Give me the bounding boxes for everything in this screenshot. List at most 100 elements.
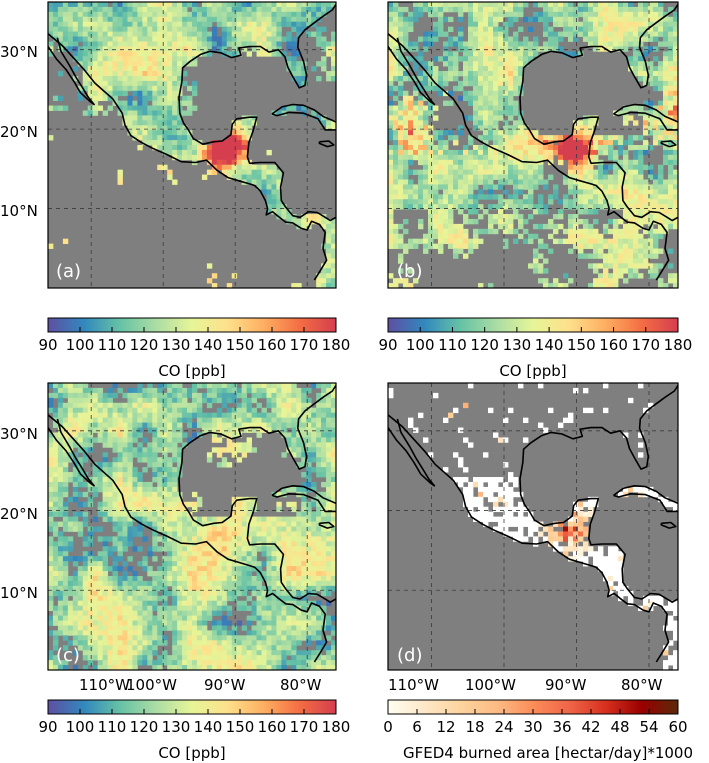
co-cell [578,6,584,13]
co-cell [256,422,262,428]
co-cell [478,105,484,111]
co-cell [137,412,143,419]
co-cell [182,21,188,28]
co-cell [192,561,198,567]
co-cell [528,51,534,57]
co-cell [231,140,238,146]
co-cell [321,546,327,552]
co-cell [468,36,474,42]
co-cell [62,452,69,458]
co-cell [157,481,163,488]
co-cell [276,397,282,404]
co-cell [508,6,514,13]
co-cell [468,194,474,200]
co-cell [296,21,302,28]
co-cell [52,2,59,8]
co-cell [92,387,99,394]
co-cell [583,243,589,249]
co-cell [623,11,629,18]
co-cell [428,218,434,225]
co-cell [137,402,143,409]
co-cell [112,80,118,87]
co-cell [306,541,312,547]
co-cell [286,392,292,399]
co-cell [331,61,336,67]
co-cell [206,11,213,18]
co-cell [538,169,544,175]
co-cell [418,115,424,121]
co-cell [428,71,434,77]
co-cell [117,402,123,409]
co-cell [296,26,302,32]
co-cell [428,174,434,180]
co-cell [122,115,128,121]
co-cell [236,120,243,126]
co-cell [236,402,243,409]
co-cell [172,392,178,399]
co-cell [388,145,394,151]
co-cell [568,149,574,156]
co-cell [331,283,336,288]
co-cell [321,417,327,423]
co-cell [216,2,223,8]
co-cell [142,412,148,419]
co-cell [668,140,674,146]
co-cell [286,417,292,423]
co-cell [321,115,327,121]
co-cell [182,6,188,13]
co-cell [167,392,173,399]
co-cell [251,392,257,399]
co-cell [177,85,183,92]
co-cell [583,209,589,215]
co-cell [588,31,594,37]
co-cell [77,2,84,8]
co-cell [162,46,168,52]
co-cell [87,85,94,92]
co-cell [653,184,659,190]
co-cell [182,125,188,131]
co-cell [112,11,118,18]
co-cell [633,209,639,215]
co-cell [593,140,599,146]
co-cell [628,16,634,23]
coastline-gulf-caribbean [519,2,678,222]
co-cell [152,46,158,52]
co-cell [206,392,213,399]
co-cell [528,56,534,62]
co-cell [593,283,599,288]
co-cell [478,120,484,126]
co-cell [112,427,118,433]
co-cell [241,422,248,428]
co-cell [583,233,589,240]
co-cell [608,228,614,235]
co-cell [458,184,464,190]
co-cell [142,407,148,414]
co-cell [296,218,302,225]
co-cell [256,561,262,567]
co-cell [172,402,178,409]
co-cell [663,61,669,67]
co-cell [167,90,173,97]
co-cell [52,541,59,547]
co-cell [132,105,138,111]
co-cell [256,2,262,8]
co-cell [52,442,59,448]
co-cell [306,21,312,28]
co-cell [331,452,336,458]
co-cell [122,516,128,522]
co-cell [112,2,118,8]
co-cell [296,447,302,453]
co-cell [388,169,394,175]
co-cell [633,233,639,240]
co-cell [488,90,494,97]
co-cell [127,467,133,473]
co-cell [453,184,459,190]
co-cell [663,31,669,37]
co-cell [112,26,118,32]
co-cell [403,100,409,106]
co-cell [236,417,243,423]
co-cell [48,397,54,404]
co-cell [638,199,644,205]
co-cell [503,174,509,180]
co-cell [211,422,218,428]
